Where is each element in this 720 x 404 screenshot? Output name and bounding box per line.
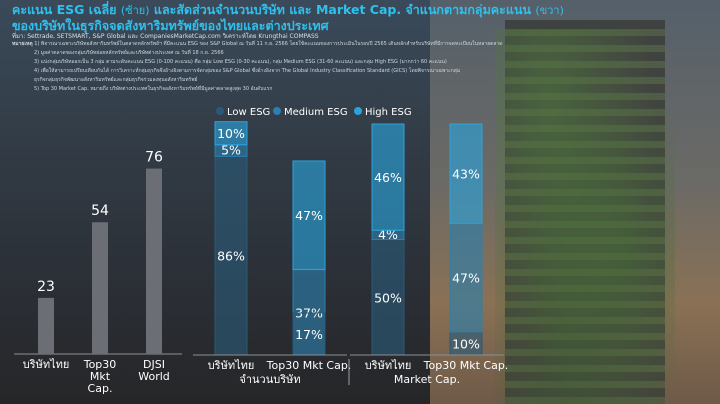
left-category-label-1-1: Mkt [90, 370, 111, 383]
left-bar-value-1: 54 [91, 203, 109, 219]
chart-title: คะแนน ESG เฉลี่ย (ซ้าย) และสัดส่วนจำนวนบ… [12, 2, 564, 33]
stack-segment-1-1-2 [449, 123, 483, 224]
right-category-label-1-1: Top30 Mkt Cap. [423, 359, 509, 372]
stack-label-0-0-0: 86% [217, 249, 245, 264]
left-bar-2 [146, 168, 162, 354]
stack-label-1-1-1: 47% [452, 271, 480, 286]
stack-label-1-0-0: 50% [374, 290, 402, 305]
stack-segment-1-0-0 [371, 239, 405, 356]
stack-label-1-0-2: 46% [374, 170, 402, 185]
legend-label-2: High ESG [365, 107, 412, 118]
right-category-label-0-1: Top30 Mkt Cap. [266, 359, 352, 372]
left-bar-0 [38, 297, 54, 354]
source-note: ที่มา: Settrade, SETSMART, S&P Global แล… [12, 33, 319, 40]
legend-swatch-2 [354, 107, 362, 115]
stack-bottom-label-0-1: 17% [295, 327, 323, 342]
stack-label-0-0-2: 10% [217, 126, 245, 141]
left-category-label-2-0: DJSI [143, 358, 165, 371]
left-category-label-0-0: บริษัทไทย [23, 358, 70, 371]
left-bar-value-0: 23 [37, 279, 55, 295]
stack-label-0-0-1: 5% [221, 143, 241, 158]
stack-segment-1-0-2 [371, 123, 405, 231]
right-category-label-1-0: บริษัทไทย [365, 359, 412, 372]
stack-label-1-1-0: 10% [452, 336, 480, 351]
legend-label-0: Low ESG [227, 107, 270, 118]
legend-swatch-0 [216, 107, 224, 115]
left-category-label-1-0: Top30 [83, 358, 117, 371]
left-bar-1 [92, 222, 108, 354]
vertical-garden-image [495, 30, 675, 404]
group-label-1: Market Cap. [394, 373, 460, 386]
stack-label-1-1-2: 43% [452, 167, 480, 182]
left-category-label-2-1: World [138, 370, 170, 383]
stack-segment-0-0-2 [214, 121, 248, 146]
right-category-label-0-0: บริษัทไทย [208, 359, 255, 372]
legend-label-1: Medium ESG [284, 107, 348, 118]
left-category-label-1-2: Cap. [88, 382, 113, 395]
stack-label-0-1-2: 47% [295, 208, 323, 223]
legend-swatch-1 [273, 107, 281, 115]
footnotes: หมายเหตุ 1) พิจารณาเฉพาะบริษัทอสังหาริมท… [12, 41, 503, 92]
left-bar-value-2: 76 [145, 150, 163, 166]
stack-segment-0-1-2 [292, 160, 326, 271]
group-label-0: จำนวนบริษัท [239, 373, 300, 386]
